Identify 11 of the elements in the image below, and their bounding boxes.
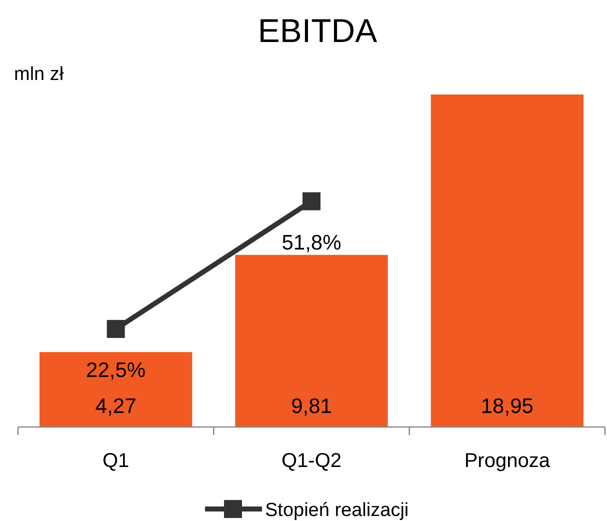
data-label: 51,8% [282,231,342,254]
data-label: 9,81 [291,395,332,418]
x-tick-label: Q1 [102,450,130,472]
x-tick-label: Q1-Q2 [281,450,342,472]
data-label: 22,5% [86,358,146,382]
chart-title: EBITDA [258,12,378,49]
x-tick-label: Prognoza [464,450,551,472]
data-label: 18,95 [480,395,534,418]
legend-label: Stopień realizacji [265,500,409,521]
y-axis-title: mln zł [14,64,64,85]
data-label: 4,27 [95,395,136,418]
